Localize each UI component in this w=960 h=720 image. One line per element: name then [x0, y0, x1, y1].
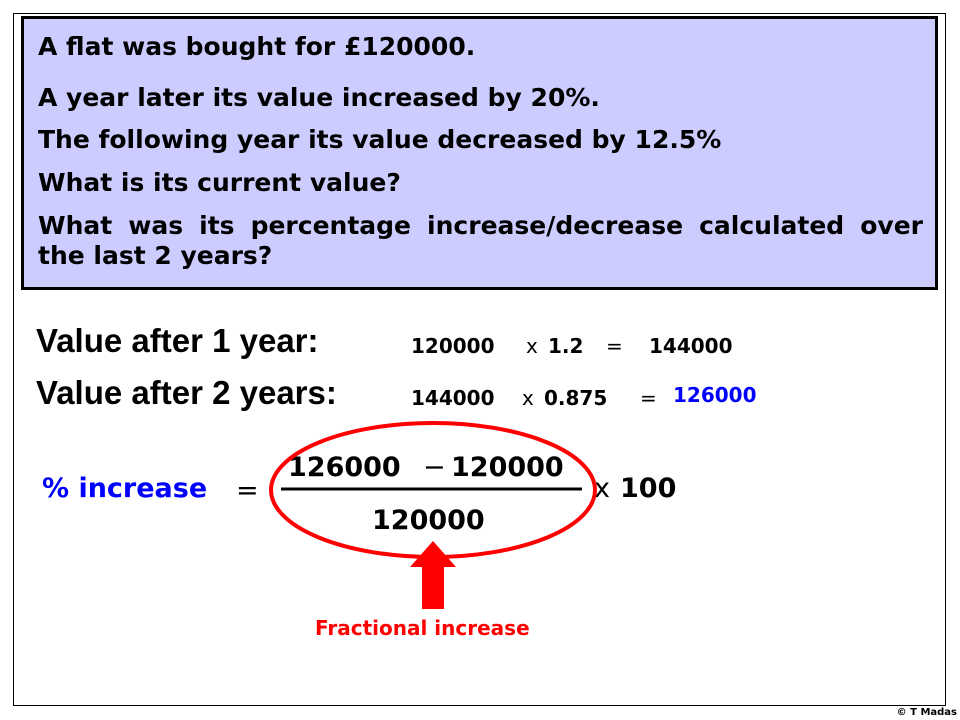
up-arrow-icon: [410, 541, 456, 609]
numerator-a: 126000: [288, 452, 401, 483]
year1-factor: 1.2: [548, 334, 584, 358]
percent-increase-label: % increase: [42, 473, 208, 504]
numerator-minus: −: [423, 452, 446, 483]
page-frame: [13, 13, 946, 706]
year1-label: Value after 1 year:: [36, 322, 319, 359]
percent-equals: =: [236, 475, 259, 506]
question-line-3: The following year its value decreased b…: [38, 125, 722, 154]
question-line-5: What was its percentage increase/decreas…: [38, 211, 923, 270]
year1-result: 144000: [649, 334, 733, 358]
year2-equals: =: [640, 386, 657, 410]
denominator: 120000: [372, 505, 485, 536]
question-box: A flat was bought for £120000. A year la…: [21, 16, 938, 290]
question-line-2: A year later its value increased by 20%.: [38, 83, 600, 112]
year1-equals: =: [606, 334, 623, 358]
year2-value: 144000: [411, 386, 495, 410]
year2-result: 126000: [673, 383, 757, 407]
numerator-b: 120000: [451, 452, 564, 483]
year2-label: Value after 2 years:: [36, 374, 337, 411]
year1-value: 120000: [411, 334, 495, 358]
question-line-1: A flat was bought for £120000.: [38, 32, 476, 61]
times-sign: x: [594, 473, 610, 504]
hundred: 100: [620, 473, 677, 504]
year1-times: x: [526, 334, 538, 358]
fractional-increase-label: Fractional increase: [315, 616, 530, 640]
year2-factor: 0.875: [544, 386, 608, 410]
copyright: © T Madas: [896, 707, 957, 718]
year2-times: x: [522, 386, 534, 410]
question-line-4: What is its current value?: [38, 168, 401, 197]
